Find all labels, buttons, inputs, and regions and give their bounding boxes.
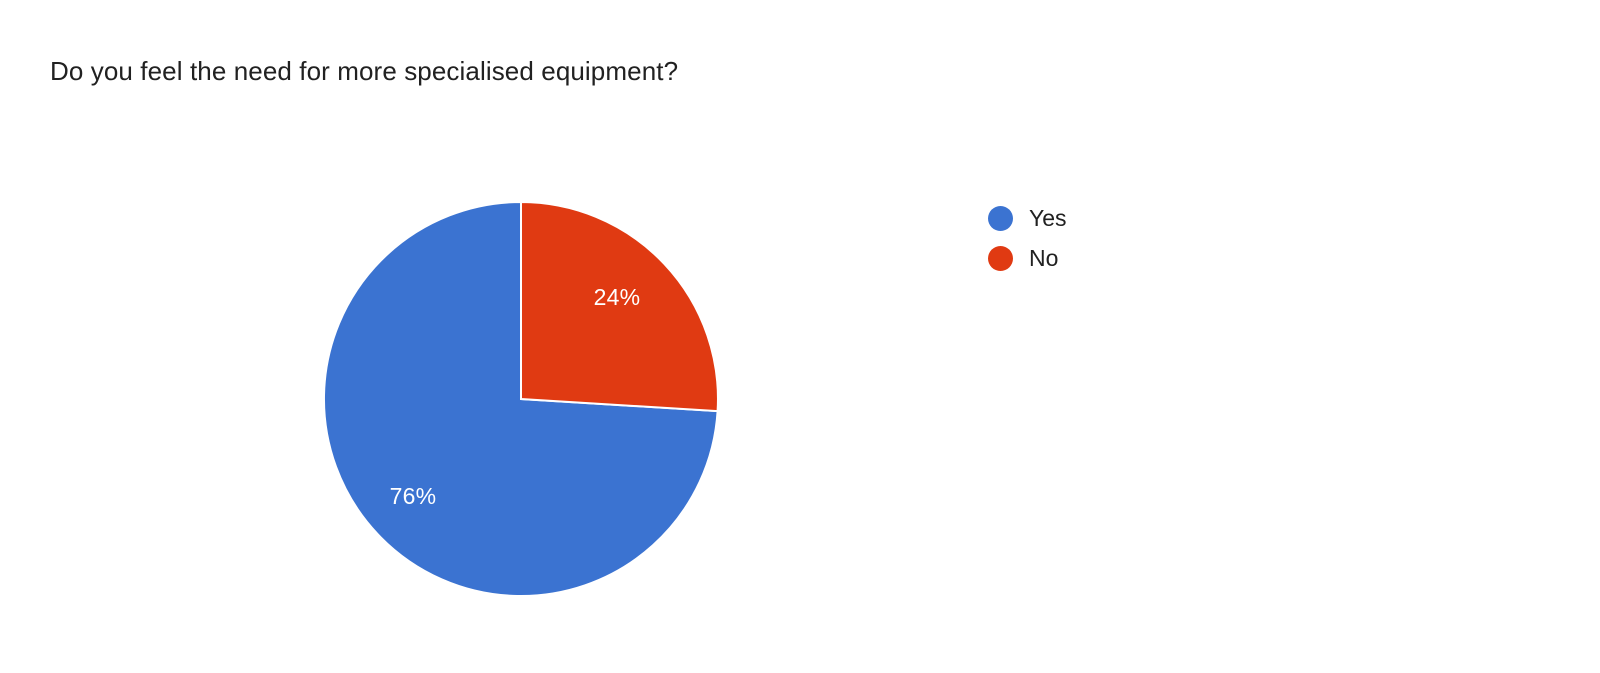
legend-swatch-no-icon <box>988 245 1013 271</box>
pie-svg: 76% 24% <box>323 200 719 597</box>
pie-slice-label-yes: 76% <box>390 483 437 509</box>
pie-plot-area: 76% 24% <box>300 180 750 620</box>
legend-item-yes[interactable]: Yes <box>988 198 1248 238</box>
legend-label-yes: Yes <box>1029 204 1067 231</box>
legend-label-no: No <box>1029 244 1059 271</box>
legend-swatch-yes-icon <box>988 205 1013 231</box>
legend-item-no[interactable]: No <box>988 238 1248 278</box>
pie-slice-label-no: 24% <box>594 284 641 310</box>
pie-slice-no[interactable] <box>520 200 719 413</box>
chart-title: Do you feel the need for more specialise… <box>50 56 679 86</box>
chart-legend: Yes No <box>988 198 1248 278</box>
